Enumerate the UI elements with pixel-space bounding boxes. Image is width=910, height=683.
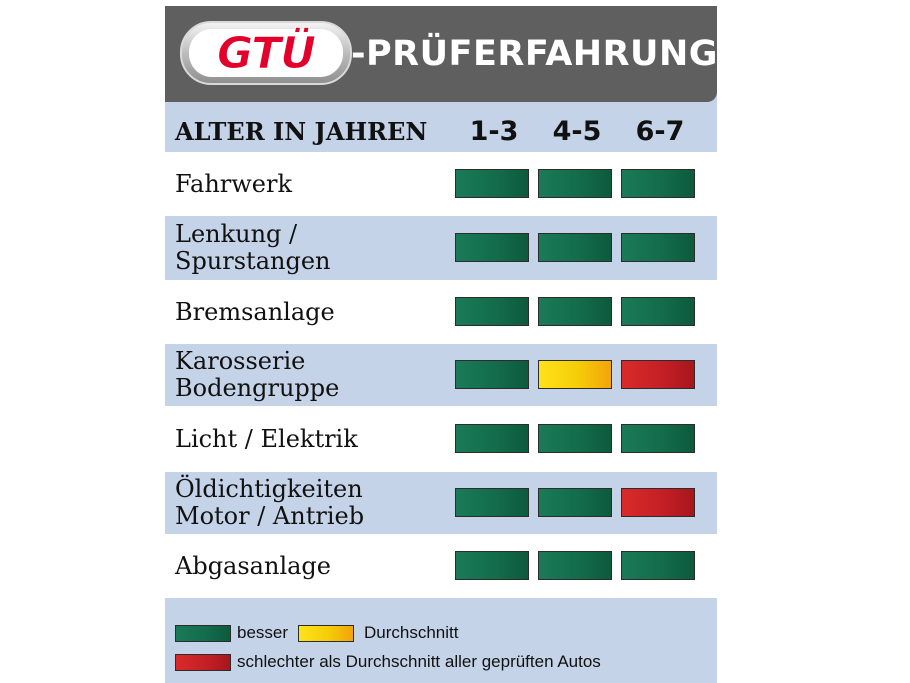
table-row: Karosserie Bodengruppe bbox=[165, 344, 717, 406]
row-label-line: Spurstangen bbox=[175, 247, 331, 275]
rating-cell-green bbox=[455, 169, 529, 198]
header-bar: GTÜ -PRÜFERFAHRUNG bbox=[165, 6, 717, 102]
row-label-line: Abgasanlage bbox=[175, 551, 331, 580]
column-header-row: ALTER IN JAHREN 1-3 4-5 6-7 bbox=[165, 112, 717, 152]
rating-cell-green bbox=[455, 488, 529, 517]
legend-swatch-red bbox=[175, 654, 231, 671]
legend-swatch-yellow bbox=[298, 625, 354, 642]
column-header-3: 6-7 bbox=[635, 116, 685, 147]
row-label: Bremsanlage bbox=[175, 280, 445, 344]
row-label-line: Fahrwerk bbox=[175, 169, 293, 198]
row-header-label: ALTER IN JAHREN bbox=[175, 117, 428, 146]
page-title: -PRÜFERFAHRUNG bbox=[351, 34, 717, 74]
rating-cell-green bbox=[455, 424, 529, 453]
legend-label-yellow: Durchschnitt bbox=[364, 623, 459, 642]
rating-cell-green bbox=[621, 424, 695, 453]
legend-label-green: besser bbox=[237, 623, 289, 642]
table-row: Bremsanlage bbox=[165, 280, 717, 344]
rating-cell-green bbox=[621, 297, 695, 326]
rating-cell-green bbox=[621, 551, 695, 580]
column-header-2: 4-5 bbox=[552, 116, 602, 147]
rating-cell-green bbox=[538, 169, 612, 198]
rating-cell-green bbox=[538, 551, 612, 580]
rating-cell-yellow bbox=[538, 360, 612, 389]
rating-cell-red bbox=[621, 488, 695, 517]
table-row: Lenkung / Spurstangen bbox=[165, 216, 717, 280]
row-label: Fahrwerk bbox=[175, 152, 445, 216]
row-label-line: Bremsanlage bbox=[175, 297, 335, 326]
row-label: Öldichtigkeiten Motor / Antrieb bbox=[175, 472, 445, 534]
row-label-line: Licht / Elektrik bbox=[175, 424, 358, 453]
logo-badge bbox=[180, 21, 352, 85]
rating-card: GTÜ -PRÜFERFAHRUNG ALTER IN JAHREN 1-3 4… bbox=[165, 6, 717, 683]
row-label-line: Motor / Antrieb bbox=[175, 502, 365, 530]
legend-swatch-green bbox=[175, 625, 231, 642]
rating-cell-green bbox=[538, 233, 612, 262]
logo-text: GTÜ bbox=[216, 27, 316, 79]
rating-cell-green bbox=[455, 551, 529, 580]
rating-cell-green bbox=[621, 169, 695, 198]
rating-cell-green bbox=[455, 297, 529, 326]
gtu-logo: GTÜ bbox=[179, 20, 353, 86]
row-label-line: Lenkung / bbox=[175, 220, 298, 248]
legend: besser Durchschnitt schlechter als Durch… bbox=[165, 618, 717, 678]
table-row: Öldichtigkeiten Motor / Antrieb bbox=[165, 472, 717, 534]
row-label: Licht / Elektrik bbox=[175, 406, 445, 472]
rating-cell-green bbox=[538, 488, 612, 517]
rating-cell-green bbox=[538, 424, 612, 453]
rating-cell-green bbox=[621, 233, 695, 262]
row-label-line: Karosserie bbox=[175, 347, 306, 375]
row-label: Abgasanlage bbox=[175, 534, 445, 598]
rating-cell-red bbox=[621, 360, 695, 389]
row-label: Lenkung / Spurstangen bbox=[175, 216, 445, 280]
column-header-1: 1-3 bbox=[469, 116, 519, 147]
row-label-line: Bodengruppe bbox=[175, 374, 340, 402]
rating-cell-green bbox=[538, 297, 612, 326]
row-label-line: Öldichtigkeiten bbox=[175, 475, 363, 503]
rating-cell-green bbox=[455, 233, 529, 262]
row-label: Karosserie Bodengruppe bbox=[175, 344, 445, 406]
rating-cell-green bbox=[455, 360, 529, 389]
legend-label-red: schlechter als Durchschnitt aller geprüf… bbox=[237, 652, 601, 671]
